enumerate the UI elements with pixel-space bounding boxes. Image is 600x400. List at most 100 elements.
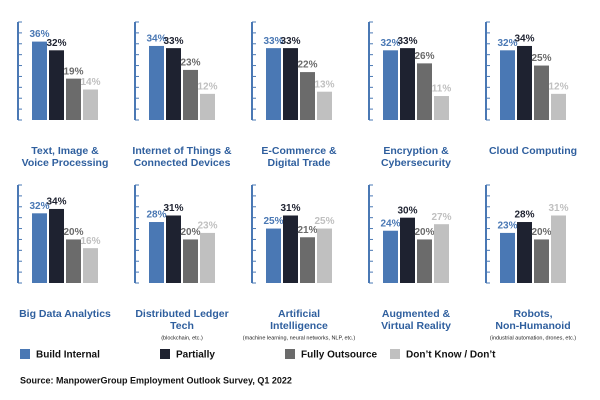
value-label: 31% — [280, 203, 300, 214]
panel-title: Encryption & — [383, 145, 449, 157]
legend-label: Partially — [176, 350, 215, 361]
bar — [83, 89, 98, 120]
value-label: 28% — [146, 210, 166, 221]
panel-title: Digital Trade — [267, 157, 330, 169]
bar — [283, 48, 298, 121]
bar — [551, 215, 566, 283]
bar — [534, 65, 549, 120]
value-label: 13% — [314, 79, 334, 90]
panel-note: (blockchain, etc.) — [161, 335, 203, 341]
legend-swatch — [160, 349, 170, 359]
bar — [183, 239, 198, 283]
value-label: 20% — [531, 227, 551, 238]
value-label: 32% — [46, 38, 66, 49]
panel-title: Distributed Ledger — [135, 308, 228, 320]
bar — [166, 215, 181, 283]
panel-title: Virtual Reality — [381, 320, 451, 332]
bar — [517, 45, 532, 121]
value-label: 32% — [29, 201, 49, 212]
value-label: 36% — [29, 29, 49, 40]
bar — [149, 45, 164, 121]
bar — [266, 48, 281, 121]
legend-label: Don’t Know / Don’t — [406, 350, 496, 361]
bar — [534, 239, 549, 283]
bar — [517, 222, 532, 283]
value-label: 28% — [514, 210, 534, 221]
value-label: 25% — [263, 216, 283, 227]
panel-title: Non-Humanoid — [495, 320, 570, 332]
panel-note: (industrial automation, drones, etc.) — [490, 335, 576, 341]
legend-label: Fully Outsource — [301, 350, 378, 361]
value-label: 12% — [197, 82, 217, 93]
bar — [83, 248, 98, 283]
panel-title: Internet of Things & — [132, 145, 232, 157]
bar — [551, 93, 566, 120]
bar — [166, 48, 181, 121]
value-label: 30% — [397, 205, 417, 216]
value-label: 21% — [297, 225, 317, 236]
bar — [32, 213, 47, 283]
value-label: 33% — [397, 36, 417, 47]
bar — [417, 239, 432, 283]
value-label: 23% — [497, 221, 517, 232]
value-label: 11% — [432, 84, 452, 95]
bar — [283, 215, 298, 283]
bar — [49, 208, 64, 283]
panel-title: E-Commerce & — [261, 145, 337, 157]
panel-title: Cloud Computing — [489, 145, 577, 157]
bar — [400, 48, 415, 121]
panel-title: Cybersecurity — [381, 157, 451, 169]
value-label: 25% — [314, 216, 334, 227]
bar — [400, 217, 415, 283]
panel-title: Connected Devices — [134, 157, 231, 169]
bar — [500, 232, 515, 283]
value-label: 24% — [380, 218, 400, 229]
panel-title: Robots, — [513, 308, 552, 320]
value-label: 23% — [180, 58, 200, 69]
value-label: 33% — [280, 36, 300, 47]
bar — [200, 232, 215, 283]
value-label: 34% — [46, 197, 66, 208]
bar — [149, 222, 164, 283]
value-label: 31% — [163, 203, 183, 214]
value-label: 26% — [414, 51, 434, 62]
bar — [317, 91, 332, 120]
bar — [500, 50, 515, 120]
value-label: 33% — [163, 36, 183, 47]
legend-swatch — [285, 349, 295, 359]
panel-title: Big Data Analytics — [19, 308, 111, 320]
bar — [417, 63, 432, 120]
bar — [434, 224, 449, 283]
value-label: 22% — [297, 60, 317, 71]
panel-title: Intelligence — [270, 320, 328, 332]
bar — [183, 69, 198, 120]
panel-title: Artificial — [278, 308, 320, 320]
panel-title: Augmented & — [382, 308, 451, 320]
legend-label: Build Internal — [36, 350, 100, 361]
value-label: 34% — [146, 34, 166, 45]
bar — [66, 239, 81, 283]
bar — [200, 93, 215, 120]
value-label: 19% — [63, 66, 83, 77]
bar — [300, 237, 315, 283]
value-label: 31% — [548, 203, 568, 214]
value-label: 20% — [180, 227, 200, 238]
legend-swatch — [390, 349, 400, 359]
bar — [317, 228, 332, 283]
value-label: 32% — [497, 38, 517, 49]
panel-title: Tech — [170, 320, 194, 332]
bar — [49, 50, 64, 120]
value-label: 32% — [380, 38, 400, 49]
bar — [266, 228, 281, 283]
bar — [383, 230, 398, 283]
source: Source: ManpowerGroup Employment Outlook… — [20, 375, 292, 385]
value-label: 20% — [63, 227, 83, 238]
value-label: 12% — [548, 82, 568, 93]
value-label: 20% — [414, 227, 434, 238]
panel-title: Voice Processing — [22, 157, 109, 169]
bar — [32, 41, 47, 120]
panel-title: Text, Image & — [31, 145, 99, 157]
value-label: 25% — [531, 53, 551, 64]
panel-note: (machine learning, neural networks, NLP,… — [243, 335, 356, 341]
